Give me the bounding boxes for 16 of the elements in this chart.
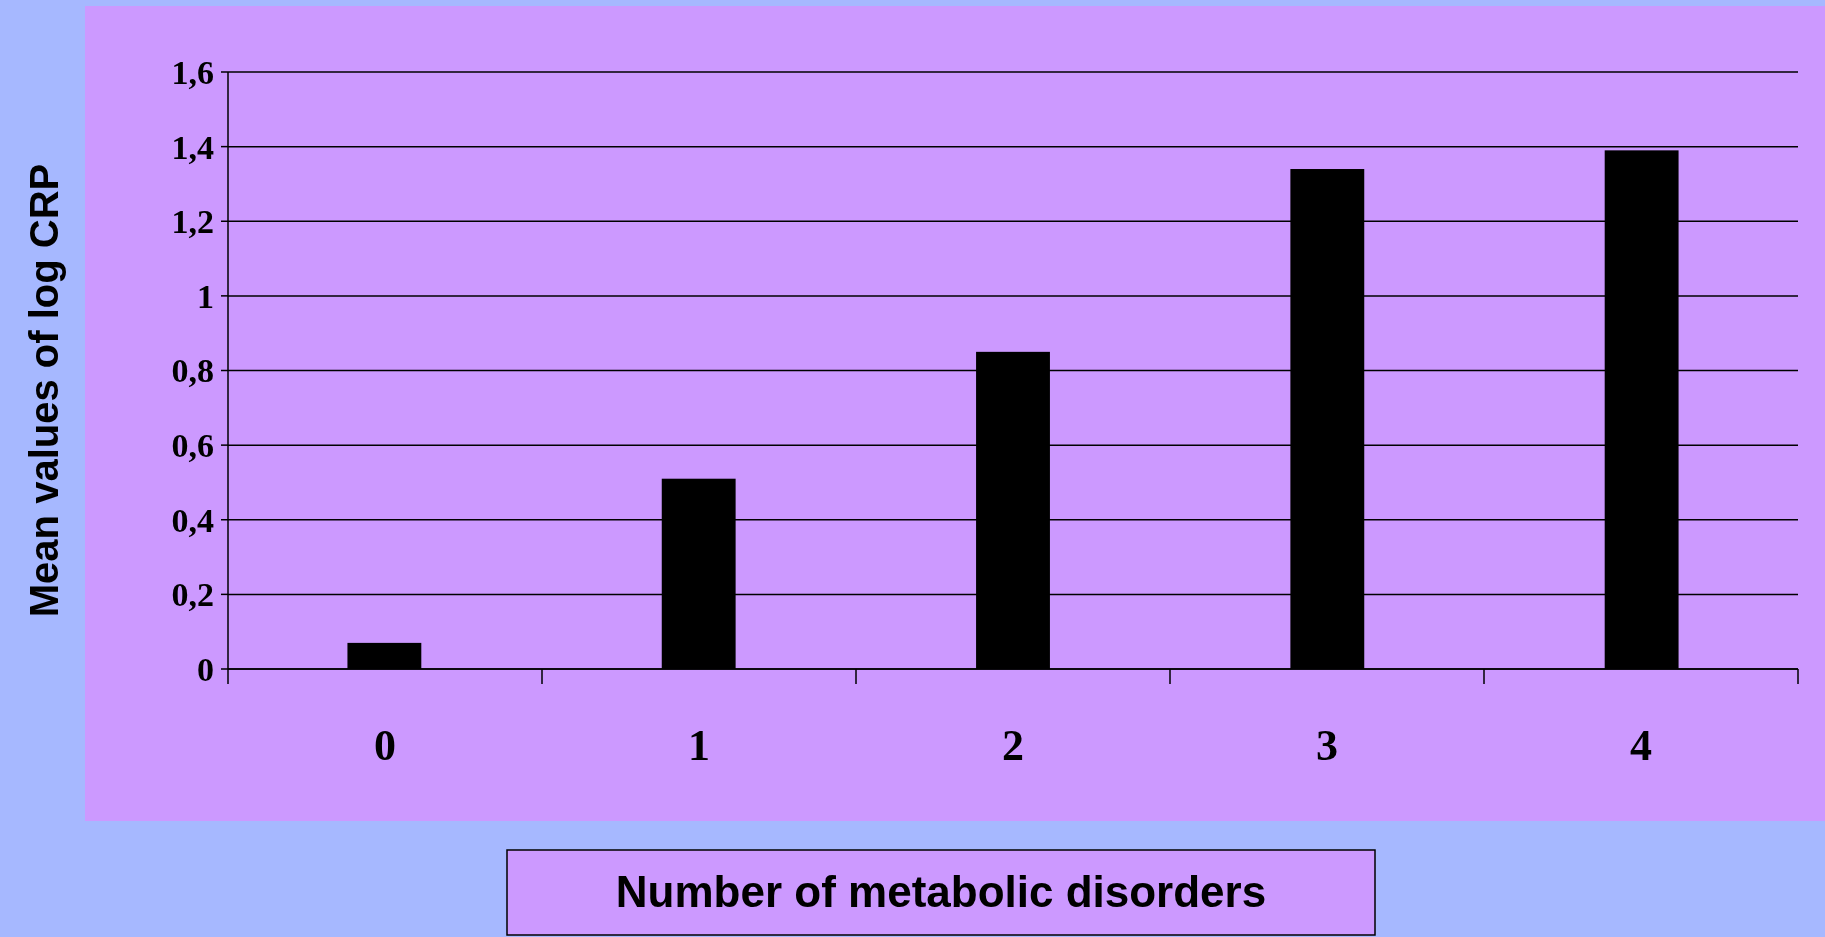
y-tick-label: 0,8	[171, 352, 214, 390]
x-tick-label: 3	[1316, 721, 1338, 770]
y-tick-label: 1,2	[171, 203, 214, 241]
x-tick-label: 0	[374, 721, 396, 770]
y-axis-title: Mean values of log CRP	[22, 163, 66, 618]
y-tick-label: 0,2	[171, 576, 214, 614]
y-tick-label: 1,4	[171, 128, 214, 166]
y-tick-label: 0,4	[171, 501, 214, 539]
y-tick-label: 1	[197, 277, 214, 315]
x-tick-label: 2	[1002, 721, 1024, 770]
y-tick-label: 0	[197, 650, 214, 688]
x-tick-label: 1	[688, 721, 710, 770]
y-tick-label: 1,6	[171, 53, 214, 91]
x-tick-label: 4	[1630, 721, 1652, 770]
y-tick-label: 0,6	[171, 427, 214, 465]
x-axis-title: Number of metabolic disorders	[615, 867, 1267, 916]
